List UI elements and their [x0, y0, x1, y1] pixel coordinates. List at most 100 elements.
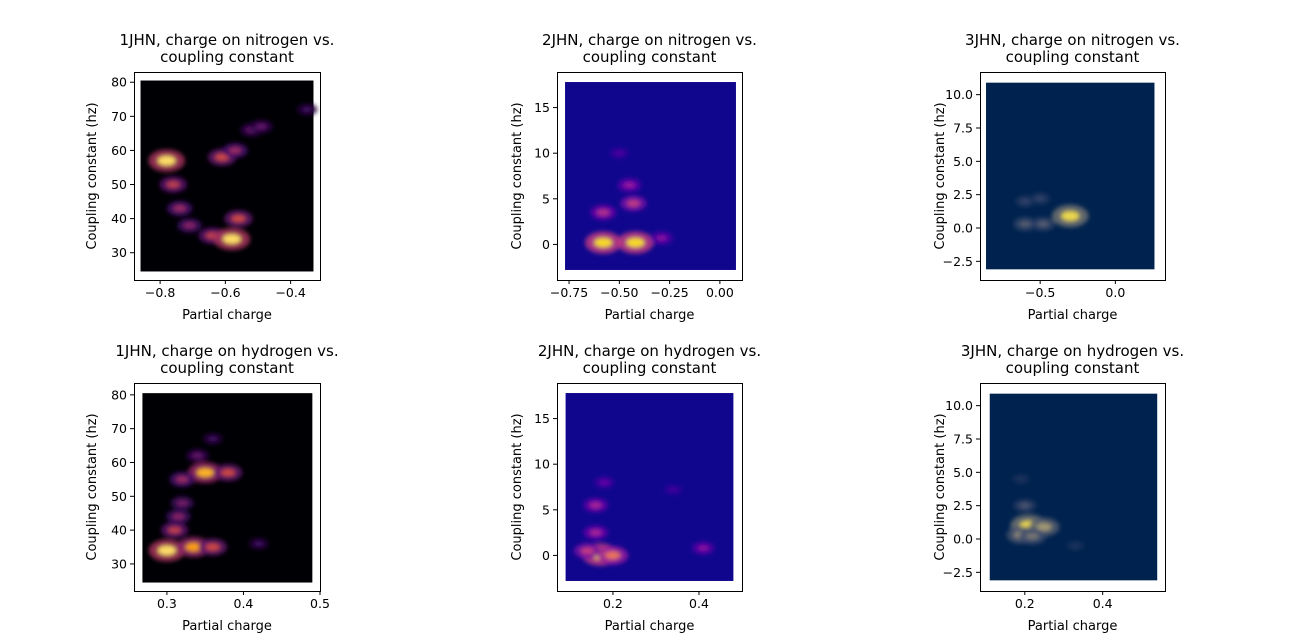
x-tick-label: 0.2	[603, 596, 623, 611]
axes-frame	[980, 383, 1166, 592]
y-axis-label: Coupling constant (hz)	[933, 102, 948, 249]
x-tick-label: 0.5	[310, 596, 330, 611]
x-tick-label: 0.2	[1015, 596, 1035, 611]
hotspot	[596, 209, 610, 216]
x-tick-label: −0.8	[145, 285, 175, 300]
y-tick-label: 80	[111, 75, 127, 90]
heatmap-area	[142, 393, 313, 583]
y-tick-label: 5	[542, 502, 550, 517]
y-tick-label: −2.5	[943, 254, 973, 269]
y-tick-label: 10.0	[945, 87, 973, 102]
hotspot	[183, 222, 196, 229]
chart-title-line2: coupling constant	[583, 359, 717, 377]
density-hotspots	[573, 476, 715, 566]
hotspot	[1061, 211, 1080, 221]
x-tick-label: −0.50	[600, 285, 638, 300]
x-axis-label: Partial charge	[605, 308, 695, 323]
hotspot	[301, 106, 313, 113]
hotspot	[176, 499, 189, 507]
hotspot	[157, 545, 177, 556]
y-axis-label: Coupling constant (hz)	[510, 413, 525, 560]
y-axis-label: Coupling constant (hz)	[510, 102, 525, 249]
axes-frame	[557, 72, 743, 281]
chart-title-line2: coupling constant	[160, 48, 294, 66]
y-tick-label: 0.0	[953, 221, 973, 236]
chart-title: 2JHN, charge on hydrogen vs.	[538, 342, 761, 360]
hotspot	[623, 182, 636, 189]
x-tick-label: −0.5	[1025, 285, 1055, 300]
chart-title: 1JHN, charge on nitrogen vs.	[120, 31, 335, 49]
hotspot	[605, 551, 621, 560]
hotspot	[580, 547, 594, 555]
x-tick-label: 0.0	[1105, 285, 1125, 300]
heatmap-area	[565, 393, 734, 581]
heatmap-area	[140, 80, 318, 272]
y-tick-label: 0.0	[953, 532, 973, 547]
heatmap-background	[989, 393, 1158, 581]
y-tick-label: 0	[542, 548, 550, 563]
y-tick-label: 70	[111, 421, 127, 436]
hotspot	[167, 526, 182, 534]
axes-frame	[134, 383, 321, 592]
hotspot	[196, 468, 214, 478]
y-tick-label: 5.0	[953, 465, 973, 480]
y-tick-label: 50	[111, 177, 127, 192]
x-tick-label: −0.6	[210, 285, 240, 300]
y-tick-label: 15	[534, 100, 550, 115]
y-tick-label: 80	[111, 387, 127, 402]
chart-title-line2: coupling constant	[583, 48, 717, 66]
y-tick-label: 40	[111, 523, 127, 538]
y-tick-label: 30	[111, 556, 127, 571]
hotspot	[1019, 198, 1031, 204]
axes-frame	[557, 383, 743, 592]
y-tick-label: 10.0	[945, 398, 973, 413]
hotspot	[221, 468, 236, 477]
subplot-1: −0.8 −0.6 −0.4 30 40 50 60 70 80 1JHN, charge on …	[85, 31, 334, 323]
hotspot	[594, 237, 613, 248]
hotspot	[166, 180, 181, 189]
chart-title-line2: coupling constant	[1006, 359, 1140, 377]
x-tick-label: 0.4	[1093, 596, 1113, 611]
subplot-2: −0.75 −0.50 −0.25 0.00 0 5 10 15 2JHN, charge on…	[510, 31, 757, 323]
y-tick-label: −2.5	[943, 565, 973, 580]
hotspot	[697, 545, 709, 552]
subplot-4: 0.3 0.4 0.5 30 40 50 60 70 80 1JHN, charge on hyd…	[85, 342, 339, 634]
y-tick-label: 60	[111, 455, 127, 470]
y-axis-label: Coupling constant (hz)	[85, 102, 100, 249]
hotspot	[655, 235, 668, 241]
y-tick-label: 7.5	[953, 432, 973, 447]
x-tick-label: 0.4	[689, 596, 709, 611]
hotspot	[1070, 543, 1081, 549]
hotspot	[668, 487, 678, 493]
x-tick-label: −0.25	[650, 285, 688, 300]
x-axis-label: Partial charge	[182, 619, 272, 634]
y-tick-label: 2.5	[953, 187, 973, 202]
heatmap-background	[986, 82, 1155, 270]
y-tick-label: 7.5	[953, 121, 973, 136]
hotspot	[191, 452, 204, 459]
density-hotspots	[148, 103, 318, 251]
chart-title-line2: coupling constant	[1006, 48, 1140, 66]
y-tick-label: 15	[534, 411, 550, 426]
hotspot	[222, 234, 241, 244]
chart-title: 3JHN, charge on hydrogen vs.	[961, 342, 1184, 360]
density-hotspots	[585, 147, 673, 254]
hotspot	[205, 543, 220, 551]
hotspot	[1025, 532, 1040, 540]
x-tick-label: 0.3	[157, 596, 177, 611]
density-hotspots	[1006, 473, 1085, 552]
hotspot	[614, 150, 625, 156]
hotspot	[1034, 196, 1046, 202]
hotspot	[172, 513, 185, 520]
y-tick-label: 10	[534, 457, 550, 472]
hotspot	[589, 529, 602, 536]
y-tick-label: 50	[111, 489, 127, 504]
y-tick-label: 10	[534, 146, 550, 161]
hotspot	[175, 476, 189, 483]
hotspot	[626, 199, 641, 207]
hotspot	[626, 237, 645, 248]
hotspot	[1019, 220, 1032, 228]
y-tick-label: 0	[542, 237, 550, 252]
hotspot	[231, 214, 246, 223]
